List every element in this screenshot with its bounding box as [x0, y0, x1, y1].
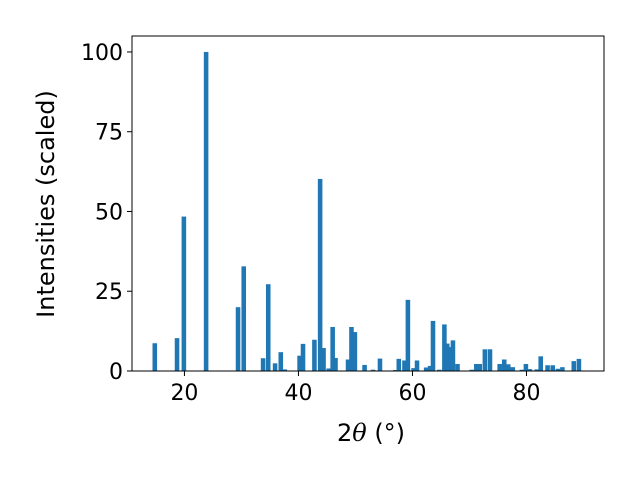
- y-tick-label: 50: [95, 200, 123, 225]
- bar: [497, 363, 502, 371]
- bar: [405, 299, 411, 371]
- bar: [444, 343, 450, 371]
- bar: [203, 51, 209, 371]
- bar: [523, 363, 529, 371]
- bar: [282, 369, 288, 371]
- bar: [181, 216, 187, 371]
- bar: [370, 369, 376, 371]
- y-ticks: 0 25 50 75 100: [81, 41, 132, 385]
- y-tick-label: 100: [81, 41, 123, 66]
- bar: [576, 358, 582, 371]
- bar: [555, 368, 561, 371]
- bar: [469, 369, 475, 371]
- bar: [260, 358, 266, 371]
- bar: [265, 284, 271, 371]
- bar: [487, 349, 493, 371]
- bar: [474, 363, 479, 371]
- bar: [349, 326, 354, 371]
- bar: [482, 349, 488, 371]
- x-tick-label: 80: [512, 381, 540, 406]
- bar: [312, 339, 317, 371]
- x-axis-label-symbol: θ: [352, 419, 367, 447]
- bar: [330, 326, 335, 371]
- x-axis-label-prefix: 2: [337, 419, 352, 447]
- bar: [174, 338, 180, 371]
- bar: [534, 369, 540, 371]
- bar: [505, 364, 511, 371]
- bar: [501, 359, 507, 371]
- bar: [411, 368, 416, 371]
- bar: [436, 369, 442, 371]
- x-axis-label: 2θ (°): [337, 419, 405, 447]
- bar: [300, 343, 306, 371]
- x-tick-label: 40: [284, 381, 312, 406]
- y-axis-label: Intensities (scaled): [32, 90, 60, 318]
- bar: [345, 359, 351, 371]
- bar: [538, 356, 543, 371]
- bar: [414, 360, 420, 371]
- bar: [550, 365, 555, 371]
- bar: [455, 363, 460, 371]
- bar: [450, 340, 456, 371]
- bar: [396, 358, 402, 371]
- bar: [241, 266, 247, 371]
- bar: [423, 367, 429, 371]
- bar: [402, 360, 407, 371]
- y-tick-label: 75: [95, 121, 123, 146]
- bar: [152, 343, 158, 371]
- bar: [278, 352, 284, 371]
- y-tick-label: 25: [95, 280, 123, 305]
- bar: [427, 365, 433, 371]
- bar: [235, 307, 241, 371]
- x-tick-label: 20: [170, 381, 198, 406]
- bar: [442, 324, 447, 371]
- bar: [571, 361, 577, 371]
- plot-frame: [131, 35, 605, 372]
- bar: [519, 369, 525, 371]
- x-axis-label-suffix: (°): [367, 419, 405, 447]
- bar: [430, 320, 436, 371]
- bar: [333, 357, 338, 371]
- bar: [510, 367, 516, 371]
- bars: [152, 51, 582, 371]
- bar: [545, 365, 550, 371]
- bar: [352, 332, 358, 371]
- x-ticks: 20 40 60 80: [170, 371, 540, 406]
- bar: [272, 363, 278, 371]
- x-tick-label: 60: [398, 381, 426, 406]
- bar: [317, 178, 323, 371]
- bar: [560, 367, 565, 371]
- y-tick-label: 0: [109, 360, 123, 385]
- bar: [297, 355, 302, 371]
- bar: [326, 368, 331, 371]
- bar: [362, 364, 367, 371]
- bar: [321, 348, 326, 371]
- bar: [527, 369, 533, 371]
- bar: [477, 363, 483, 371]
- bar: [377, 358, 383, 371]
